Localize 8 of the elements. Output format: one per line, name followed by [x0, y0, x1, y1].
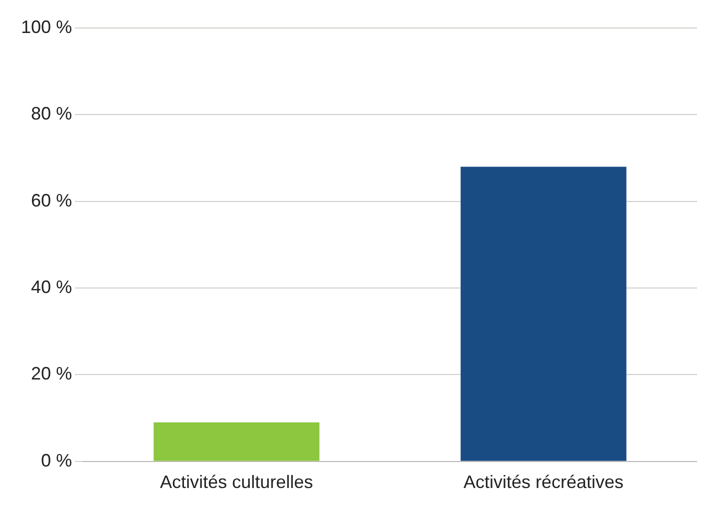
y-tick-label: 60 %: [31, 190, 72, 210]
y-tick-label: 20 %: [31, 364, 72, 384]
x-tick-label: Activités culturelles: [160, 472, 314, 492]
y-tick-label: 0 %: [41, 450, 72, 470]
y-tick-label: 100 %: [20, 16, 72, 37]
y-tick-label: 80 %: [31, 104, 72, 124]
y-tick-label: 40 %: [31, 277, 72, 298]
x-tick-label: Activités récréatives: [463, 472, 624, 492]
